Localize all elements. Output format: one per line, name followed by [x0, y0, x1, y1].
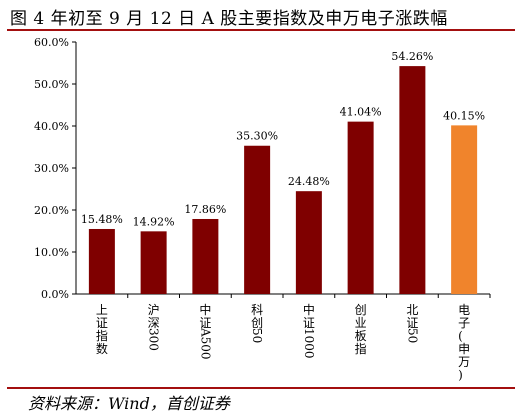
category-label-char: 数 [96, 341, 108, 356]
category-label-char: 证 [199, 316, 211, 330]
y-tick-label: 20.0% [34, 204, 69, 217]
data-label: 54.26% [391, 50, 433, 63]
category-label-char: 中 [303, 302, 315, 317]
bar [140, 231, 167, 294]
category-label-char: 中 [199, 302, 211, 317]
y-tick-label: 10.0% [34, 246, 69, 259]
category-label-char: 申 [458, 342, 470, 356]
category-label-part: 50 [250, 328, 264, 343]
bar [88, 228, 115, 294]
category-label-part: 300 [147, 328, 161, 351]
chart-title: 图 4 年初至 9 月 12 日 A 股主要指数及申万电子涨跌幅 [10, 9, 448, 29]
category-label-char: 创 [355, 303, 367, 317]
category-label-char: 证 [406, 316, 418, 330]
category-label-part: A500 [198, 327, 212, 360]
y-tick-label: 50.0% [34, 78, 69, 91]
category-label-part: 50 [405, 328, 419, 343]
category-label-char: 科 [251, 303, 263, 317]
category-label-char: 沪 [148, 303, 160, 317]
bar [451, 125, 478, 295]
source-note: 资料来源：Wind，首创证券 [28, 394, 230, 413]
category-label-char: 证 [96, 316, 108, 330]
data-label: 35.30% [236, 130, 278, 143]
data-label: 24.48% [288, 175, 330, 188]
category-label-char: 创 [251, 316, 263, 330]
category-label-char: 板 [355, 329, 367, 343]
bar [244, 145, 271, 294]
category-label-char: 业 [355, 316, 367, 330]
data-label: 40.15% [443, 109, 485, 122]
category-label-char: 指 [355, 341, 367, 356]
y-tick-label: 30.0% [34, 162, 69, 175]
category-label-char: ( [458, 329, 463, 343]
category-label-char: 电 [458, 303, 470, 317]
category-label-char: 指 [96, 328, 108, 343]
chart-data-labels: 15.48% 14.92% 17.86% 35.30% 24.48% 41.04% 54.2… [81, 50, 485, 228]
category-label-char: 深 [148, 316, 160, 330]
category-label-char: 证 [303, 316, 315, 330]
source-rule [7, 387, 515, 389]
category-label-char: 万 [458, 355, 470, 369]
category-label-char: 子 [458, 316, 470, 330]
category-label-char: 上 [96, 303, 108, 317]
chart-bars [88, 66, 478, 295]
data-label: 15.48% [81, 213, 123, 226]
bar-chart: 0.0% 10.0% 20.0% 30.0% 40.0% 50.0% 60.0% 15.48… [34, 36, 491, 382]
y-tick-label: 0.0% [41, 288, 69, 301]
category-label-char: 北 [406, 303, 418, 317]
y-tick-label: 60.0% [34, 36, 69, 49]
category-label-char: ) [458, 368, 463, 382]
bar [347, 121, 374, 294]
chart-axes: 0.0% 10.0% 20.0% 30.0% 40.0% 50.0% 60.0% [34, 36, 491, 301]
bar [295, 191, 322, 294]
bar [399, 66, 426, 294]
title-rule [7, 29, 515, 31]
category-label-part: 1000 [302, 328, 316, 359]
data-label: 14.92% [133, 215, 175, 228]
data-label: 17.86% [184, 203, 226, 216]
y-tick-label: 40.0% [34, 120, 69, 133]
data-label: 41.04% [340, 106, 382, 119]
bar [192, 218, 219, 294]
